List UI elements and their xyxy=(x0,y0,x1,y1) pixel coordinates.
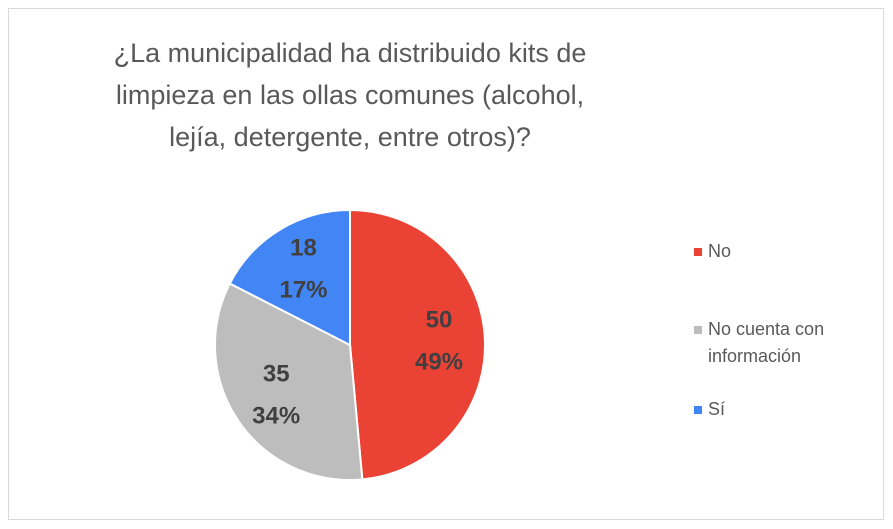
percent-label: 34% xyxy=(252,402,300,429)
value-label: 35 xyxy=(263,360,290,387)
legend-swatch xyxy=(694,326,702,334)
percent-label: 49% xyxy=(415,348,463,375)
value-label: 50 xyxy=(426,306,453,333)
legend-item: No xyxy=(694,238,868,265)
legend-label: Sí xyxy=(708,399,726,419)
pie-slice xyxy=(349,208,486,481)
chart-frame xyxy=(8,8,884,520)
pie-slice xyxy=(228,208,351,347)
value-label: 18 xyxy=(290,234,317,261)
legend-label: No cuenta con información xyxy=(708,319,825,366)
chart-title: ¿La municipalidad ha distribuido kits de… xyxy=(113,38,587,152)
percent-label: 17% xyxy=(279,276,327,303)
legend-item: Sí xyxy=(694,396,868,423)
legend-label: No xyxy=(708,241,732,261)
legend-swatch xyxy=(694,248,702,256)
legend-swatch xyxy=(694,406,702,414)
legend-item: No cuenta con información xyxy=(694,316,868,370)
